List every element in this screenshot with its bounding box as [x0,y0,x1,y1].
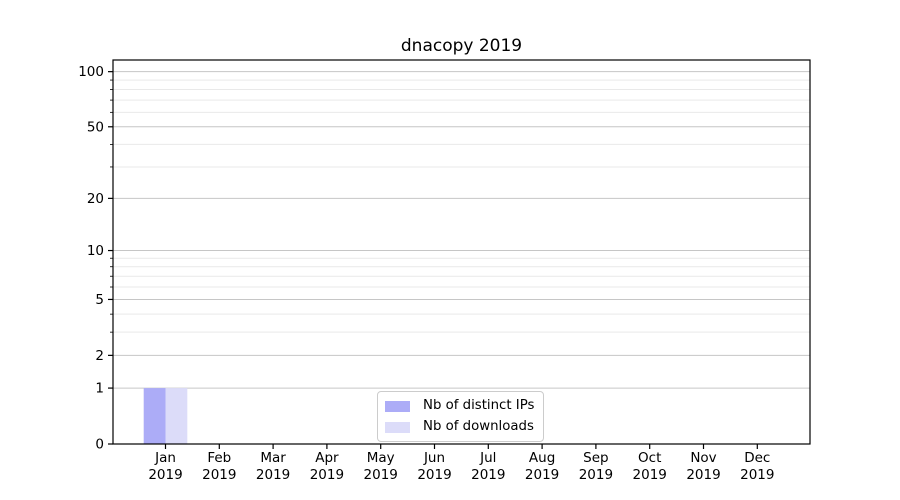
y-tick-label: 2 [95,348,104,364]
legend-label-downloads: Nb of downloads [423,419,534,434]
legend: Nb of distinct IPs Nb of downloads [377,391,545,442]
x-tick-label: Jun 2019 [417,450,451,483]
x-tick-label: Jan 2019 [148,450,182,483]
y-tick-label: 5 [95,292,104,308]
chart-title: dnacopy 2019 [400,36,523,56]
y-tick-label: 20 [87,191,104,207]
x-tick-label: Apr 2019 [310,450,344,483]
bar-jan-0 [143,388,166,444]
x-tick-label: May 2019 [364,450,398,483]
y-tick-label: 100 [78,64,104,80]
legend-label-distinct-ips: Nb of distinct IPs [423,398,535,413]
x-tick-label: Feb 2019 [202,450,236,483]
legend-swatch-downloads [385,421,410,433]
legend-item-downloads: Nb of downloads [385,419,534,435]
x-tick-label: Jul 2019 [471,450,505,483]
y-tick-label: 1 [95,381,104,397]
y-tick-label: 10 [87,243,104,259]
bar-jan-1 [165,388,188,444]
x-tick-label: Nov 2019 [686,450,720,483]
y-tick-label: 50 [87,119,104,135]
x-tick-label: Aug 2019 [525,450,559,483]
legend-item-distinct-ips: Nb of distinct IPs [385,398,534,414]
x-tick-label: Oct 2019 [633,450,667,483]
x-tick-label: Mar 2019 [256,450,290,483]
y-tick-label: 0 [95,437,104,453]
x-tick-label: Dec 2019 [740,450,774,483]
legend-swatch-distinct-ips [385,400,410,412]
x-tick-label: Sep 2019 [579,450,613,483]
